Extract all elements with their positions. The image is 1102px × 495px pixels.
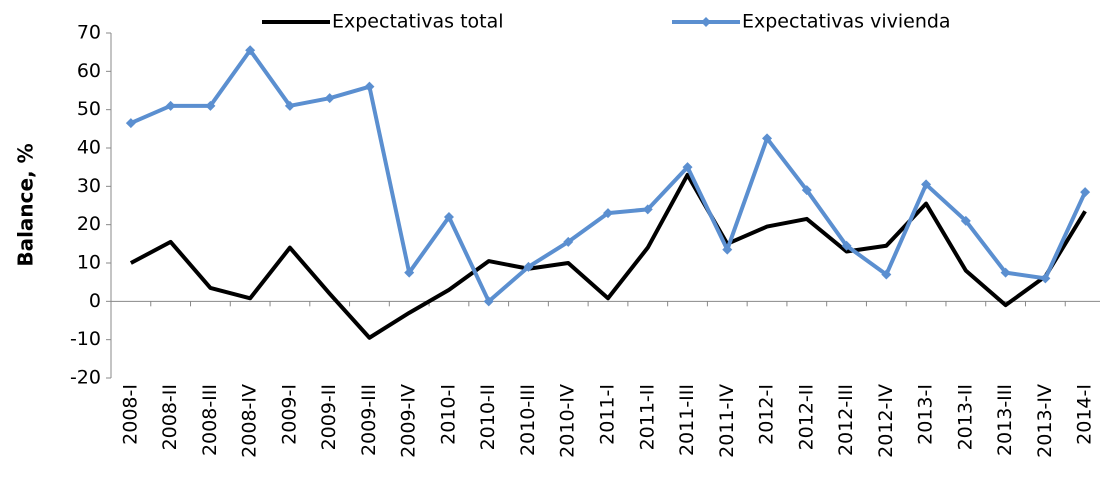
x-tick-label: 2011-III [676, 384, 698, 456]
marker [881, 269, 892, 280]
marker [1040, 273, 1051, 284]
x-tick-label: 2013-IV [1034, 384, 1056, 458]
x-tick-label: 2010-III [517, 384, 539, 456]
x-tick-label: 2008-III [199, 384, 221, 456]
y-axis-label: Balance, % [14, 143, 38, 266]
marker [563, 236, 574, 247]
marker [125, 118, 136, 129]
y-tick-label: 60 [77, 60, 101, 82]
x-tick-label: 2010-IV [557, 384, 579, 458]
x-tick-label: 2008-II [159, 384, 181, 450]
x-tick-label: 2009-III [358, 384, 380, 456]
x-tick-label: 2008-I [119, 384, 141, 445]
x-tick-label: 2013-I [915, 384, 937, 445]
y-tick-label: -20 [70, 367, 101, 389]
marker [324, 93, 335, 104]
marker [762, 133, 773, 144]
x-tick-label: 2012-III [835, 384, 857, 456]
marker [801, 185, 812, 196]
x-tick-label: 2012-IV [875, 384, 897, 458]
x-tick-label: 2013-III [994, 384, 1016, 456]
x-tick-label: 2011-I [597, 384, 619, 445]
legend-label: Expectativas vivienda [742, 11, 951, 33]
marker [682, 162, 693, 173]
marker [1080, 187, 1091, 198]
y-tick-label: -10 [70, 328, 101, 350]
marker [205, 100, 216, 111]
x-tick-label: 2012-II [795, 384, 817, 450]
series-line [130, 48, 1087, 304]
marker [841, 240, 852, 251]
x-tick-label: 2009-I [278, 384, 300, 445]
marker [284, 100, 295, 111]
legend-marker [701, 17, 711, 27]
marker [603, 208, 613, 219]
x-tick-label: 2008-IV [239, 384, 261, 458]
marker [404, 267, 415, 278]
marker [921, 179, 932, 190]
x-tick-label: 2012-I [756, 384, 778, 445]
x-tick-label: 2013-II [954, 384, 976, 450]
y-tick-label: 10 [77, 252, 101, 274]
marker [364, 81, 375, 92]
marker [722, 244, 733, 255]
y-tick-label: 50 [77, 98, 101, 120]
legend-label: Expectativas total [332, 11, 504, 33]
marker [960, 215, 971, 226]
y-tick-label: 70 [77, 22, 101, 44]
marker [523, 261, 534, 272]
marker [483, 296, 494, 307]
x-tick-label: 2010-I [437, 384, 459, 445]
marker [165, 100, 176, 111]
series-line [129, 172, 1087, 340]
marker [443, 212, 454, 222]
marker [245, 45, 256, 56]
x-tick-label: 2014-I [1074, 384, 1096, 445]
marker [642, 204, 653, 215]
y-tick-label: 0 [89, 290, 101, 312]
y-tick-label: 40 [77, 137, 101, 159]
marker [1000, 267, 1011, 278]
x-tick-label: 2009-II [318, 384, 340, 450]
y-tick-label: 30 [77, 175, 101, 197]
x-tick-label: 2010-II [477, 384, 499, 450]
y-tick-label: 20 [77, 213, 101, 235]
x-tick-label: 2011-II [636, 384, 658, 450]
x-tick-label: 2011-IV [716, 384, 738, 458]
x-tick-label: 2009-IV [398, 384, 420, 458]
